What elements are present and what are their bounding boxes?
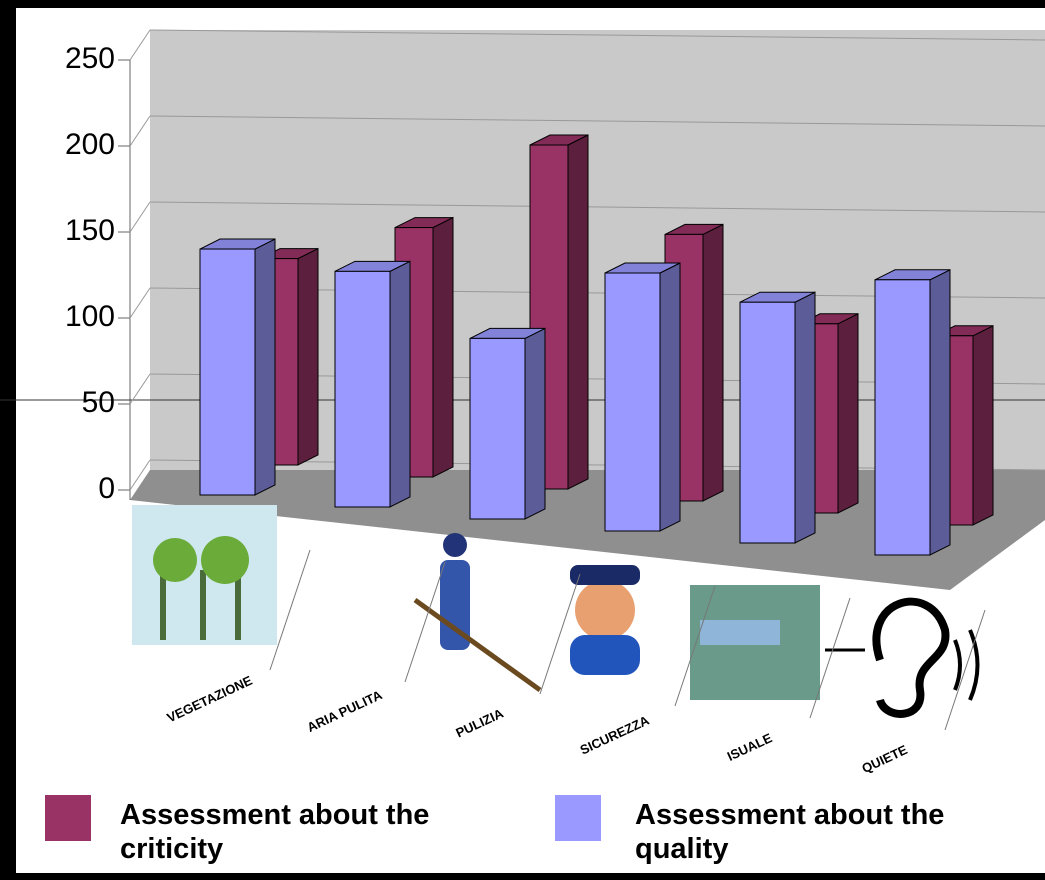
bar-side	[297, 247, 319, 466]
bar	[469, 337, 526, 520]
grid-line	[149, 29, 1045, 41]
grid-line	[149, 115, 1045, 127]
bar-side	[929, 268, 951, 556]
label-leader	[404, 561, 446, 683]
sweeper-head	[443, 533, 467, 557]
label-leader	[539, 573, 581, 695]
label-leader	[674, 585, 716, 707]
y-tick-label: 50	[82, 386, 115, 419]
lake	[700, 620, 780, 645]
bar	[604, 272, 661, 532]
bar	[334, 270, 391, 508]
legend-swatch	[45, 795, 91, 841]
officer-head	[575, 580, 635, 640]
bar-side	[254, 238, 276, 496]
officer-body	[570, 635, 640, 675]
grid-line	[129, 373, 151, 405]
ear	[872, 597, 950, 718]
bar-side	[524, 327, 546, 520]
bar-side	[567, 134, 589, 490]
label-leader	[269, 549, 311, 671]
legend-label: Assessment about the quality	[635, 799, 945, 865]
foliage	[153, 538, 197, 582]
y-tick-label: 150	[65, 214, 115, 247]
y-tick-label: 100	[65, 300, 115, 333]
bar-side	[794, 291, 816, 544]
bar-side	[432, 216, 454, 478]
y-tick-label: 0	[98, 472, 115, 505]
legend-swatch	[555, 795, 601, 841]
grid-line	[129, 201, 151, 233]
bar	[739, 301, 796, 544]
sweeper-body	[440, 560, 470, 650]
broom	[413, 597, 542, 693]
legend-label: Assessment about the criticity	[120, 799, 430, 865]
tree	[160, 560, 166, 640]
bar	[529, 144, 569, 490]
tree	[200, 570, 206, 640]
bar-side	[389, 260, 411, 508]
illustrations	[132, 505, 980, 718]
grid-line	[129, 29, 151, 61]
bar	[874, 279, 931, 556]
grid-line	[149, 201, 1045, 213]
officer-cap	[570, 565, 640, 585]
y-tick-label: 200	[65, 128, 115, 161]
bar-side	[659, 262, 681, 532]
grid-line	[129, 459, 151, 491]
foliage	[201, 536, 249, 584]
y-tick-label: 250	[65, 42, 115, 75]
bar-side	[702, 223, 724, 502]
label-leader	[944, 609, 986, 731]
grid-line	[129, 115, 151, 147]
sound-waves	[953, 629, 980, 701]
bar-side	[837, 312, 859, 514]
grid-line	[129, 287, 151, 319]
label-leader	[809, 597, 851, 719]
bar-side	[972, 324, 994, 526]
tree	[235, 565, 241, 640]
bar	[199, 248, 256, 496]
